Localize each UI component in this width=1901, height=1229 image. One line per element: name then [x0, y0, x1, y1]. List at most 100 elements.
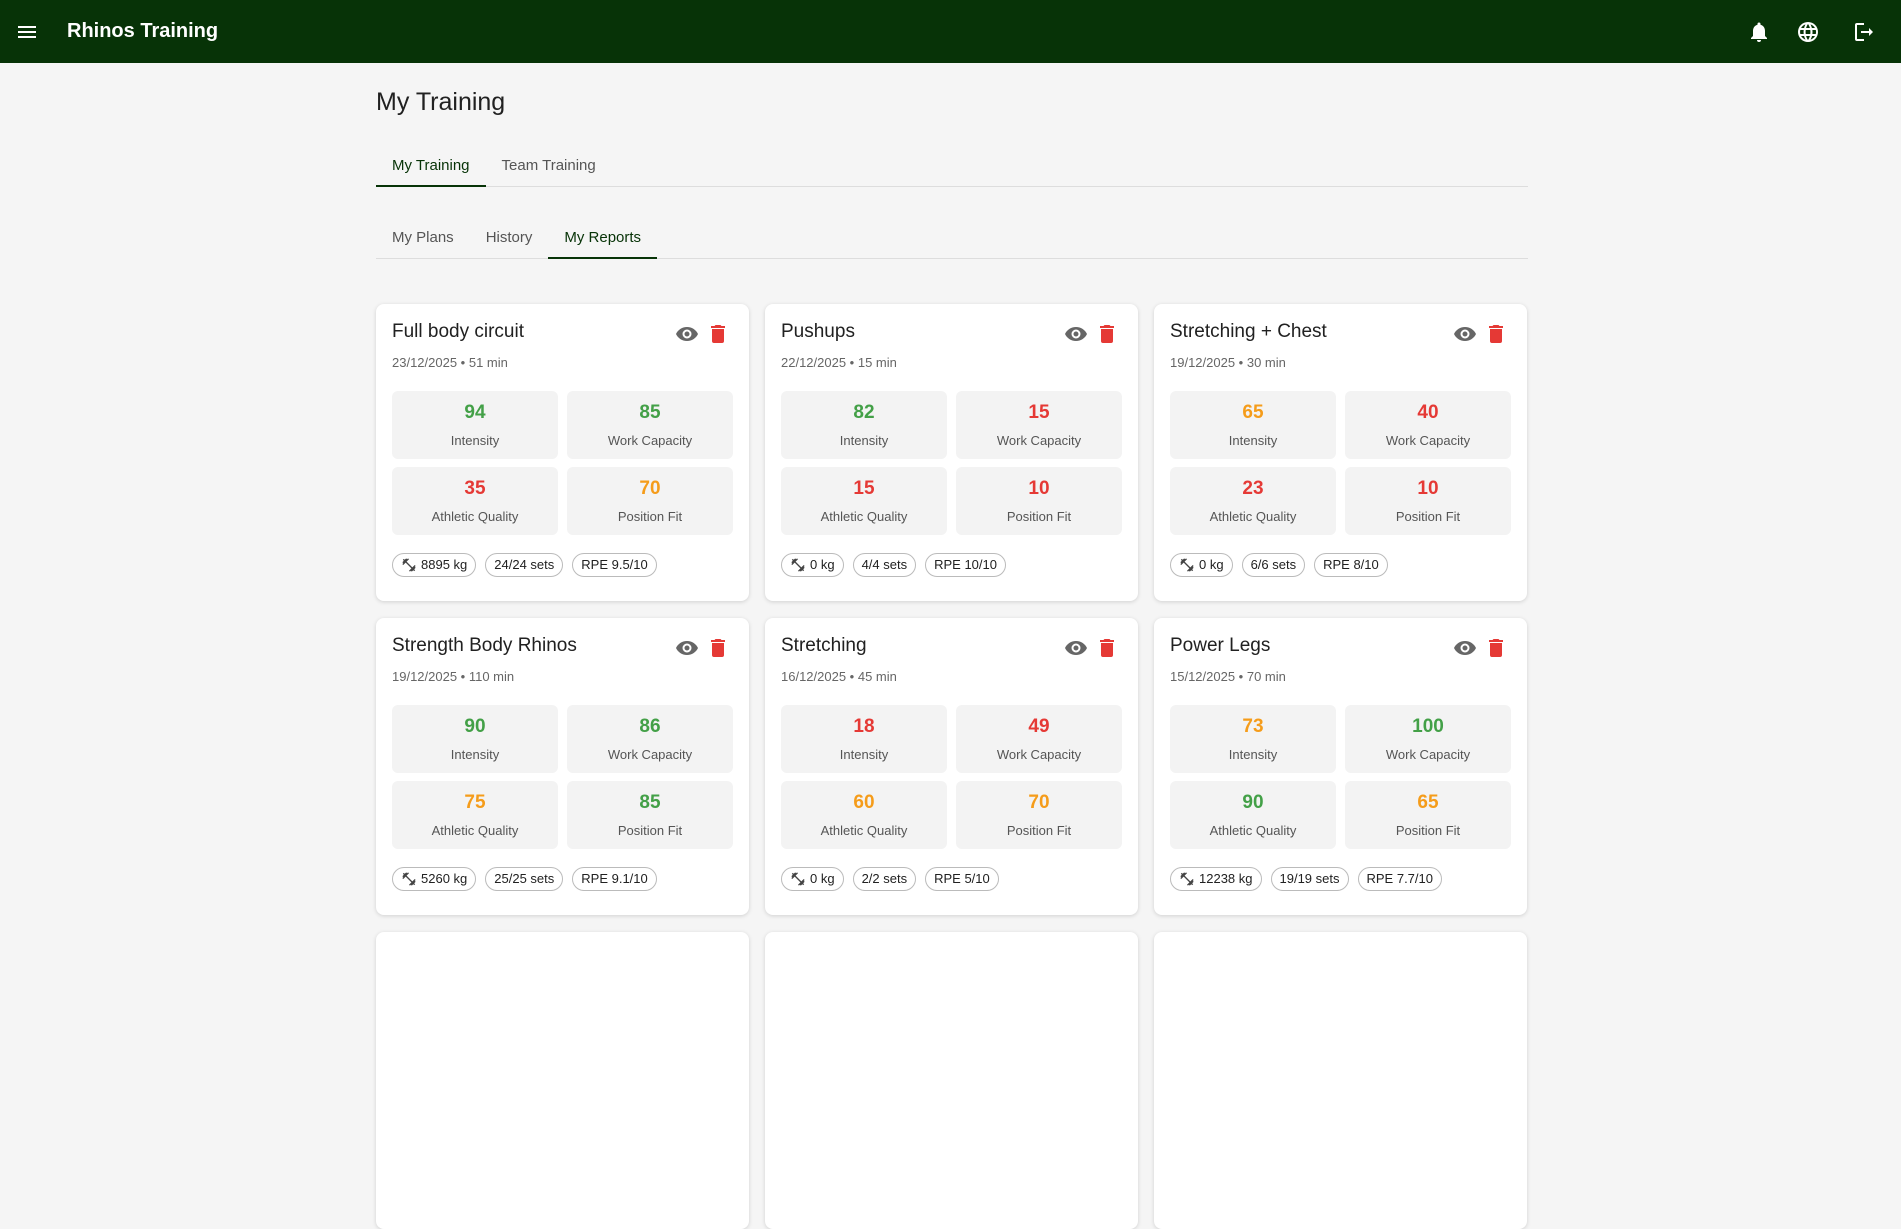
metric: 18 Intensity — [781, 705, 947, 773]
chip-text: RPE 7.7/10 — [1366, 871, 1434, 886]
metric-value: 35 — [464, 478, 486, 499]
card-meta: 19/12/2025 • 30 min — [1170, 355, 1286, 370]
chip: 2/2 sets — [852, 867, 917, 891]
delete-button[interactable] — [1095, 636, 1119, 660]
weight-icon — [1180, 872, 1194, 886]
metric: 65 Intensity — [1170, 391, 1336, 459]
subtab[interactable]: My Reports — [548, 218, 657, 259]
metric-value: 85 — [639, 792, 661, 813]
card-title: Strength Body Rhinos — [392, 635, 577, 656]
chip-text: 4/4 sets — [861, 557, 908, 572]
tab[interactable]: Team Training — [501, 157, 596, 174]
chip: 6/6 sets — [1241, 553, 1306, 577]
report-card: Strength Body Rhinos 19/12/2025 • 110 min… — [376, 618, 749, 915]
tab[interactable]: My Training — [376, 146, 486, 187]
card-meta: 16/12/2025 • 45 min — [781, 669, 897, 684]
card-meta: 15/12/2025 • 70 min — [1170, 669, 1286, 684]
app-bar: Rhinos Training — [0, 0, 1901, 63]
chip-text: 25/25 sets — [494, 871, 555, 886]
chip: RPE 8/10 — [1314, 553, 1388, 577]
metric: 100 Work Capacity — [1345, 705, 1511, 773]
metric-label: Work Capacity — [1385, 747, 1471, 762]
metric-value: 73 — [1242, 716, 1264, 737]
metrics: 73 Intensity 100 Work Capacity 90 Athletic Qu… — [1170, 705, 1511, 849]
notifications-button[interactable] — [1747, 20, 1771, 44]
chip: RPE 9.1/10 — [572, 867, 657, 891]
metric-label: Athletic Quality — [431, 509, 519, 524]
metrics: 18 Intensity 49 Work Capacity 60 Athletic Qua… — [781, 705, 1122, 849]
delete-button[interactable] — [706, 322, 730, 346]
view-button[interactable] — [675, 636, 699, 660]
chip: RPE 7.7/10 — [1357, 867, 1442, 891]
logout-button[interactable] — [1852, 20, 1876, 44]
metric: 15 Athletic Quality — [781, 467, 947, 535]
delete-button[interactable] — [706, 636, 730, 660]
card-meta: 19/12/2025 • 110 min — [392, 669, 515, 684]
report-card — [765, 932, 1138, 1229]
card-title: Stretching + Chest — [1170, 321, 1327, 342]
view-button[interactable] — [1453, 322, 1477, 346]
metric-label: Position Fit — [1006, 823, 1072, 838]
view-button[interactable] — [1064, 322, 1088, 346]
metric-label: Athletic Quality — [431, 823, 519, 838]
metric: 60 Athletic Quality — [781, 781, 947, 849]
chips: 0 kg 4/4 sets RPE 10/10 — [781, 553, 1006, 577]
language-button[interactable] — [1796, 20, 1820, 44]
card-meta: 22/12/2025 • 15 min — [781, 355, 897, 370]
metric: 65 Position Fit — [1345, 781, 1511, 849]
metric-label: Intensity — [839, 433, 889, 448]
chips: 0 kg 6/6 sets RPE 8/10 — [1170, 553, 1388, 577]
metric: 10 Position Fit — [1345, 467, 1511, 535]
metric: 10 Position Fit — [956, 467, 1122, 535]
delete-button[interactable] — [1484, 636, 1508, 660]
metric: 90 Athletic Quality — [1170, 781, 1336, 849]
metric: 82 Intensity — [781, 391, 947, 459]
metric: 73 Intensity — [1170, 705, 1336, 773]
view-button[interactable] — [675, 322, 699, 346]
chip-text: RPE 10/10 — [934, 557, 997, 572]
chip: 12238 kg — [1170, 867, 1262, 891]
chip-text: 2/2 sets — [861, 871, 908, 886]
weight-icon — [402, 872, 416, 886]
view-button[interactable] — [1064, 636, 1088, 660]
card-title: Full body circuit — [392, 321, 524, 342]
page: Rhinos Training {"header":{"title":"Rhin… — [0, 0, 1901, 915]
metric-label: Position Fit — [1006, 509, 1072, 524]
chips: 8895 kg 24/24 sets RPE 9.5/10 — [392, 553, 657, 577]
metric: 86 Work Capacity — [567, 705, 733, 773]
chip: 5260 kg — [392, 867, 477, 891]
metric-value: 90 — [464, 716, 486, 737]
metric-value: 85 — [639, 402, 661, 423]
metric: 35 Athletic Quality — [392, 467, 558, 535]
metric-value: 65 — [1417, 792, 1439, 813]
view-button[interactable] — [1453, 636, 1477, 660]
body: Rhinos Training My Training My Training T… — [0, 0, 1901, 915]
report-card: Stretching 16/12/2025 • 45 min 18 Intensity… — [765, 618, 1138, 915]
delete-button[interactable] — [1095, 322, 1119, 346]
delete-button[interactable] — [1484, 322, 1508, 346]
report-card: Full body circuit 23/12/2025 • 51 min 94 In… — [376, 304, 749, 601]
subtab[interactable]: My Plans — [392, 229, 454, 246]
metric-label: Position Fit — [1395, 509, 1461, 524]
metric-label: Athletic Quality — [820, 823, 908, 838]
chip-text: RPE 5/10 — [934, 871, 990, 886]
report-card — [1154, 932, 1527, 1229]
chip: RPE 5/10 — [925, 867, 999, 891]
metric: 49 Work Capacity — [956, 705, 1122, 773]
chip-text: RPE 8/10 — [1323, 557, 1379, 572]
chip: RPE 10/10 — [925, 553, 1006, 577]
metric: 75 Athletic Quality — [392, 781, 558, 849]
metric: 23 Athletic Quality — [1170, 467, 1336, 535]
chip-text: 6/6 sets — [1250, 557, 1297, 572]
metric-label: Athletic Quality — [820, 509, 908, 524]
chip: 25/25 sets — [485, 867, 564, 891]
card-title: Power Legs — [1170, 635, 1271, 656]
chip-text: 0 kg — [810, 557, 835, 572]
metrics: 65 Intensity 40 Work Capacity 23 Athletic Qua… — [1170, 391, 1511, 535]
subtab[interactable]: History — [485, 229, 533, 246]
metric-label: Intensity — [1228, 433, 1278, 448]
metric: 40 Work Capacity — [1345, 391, 1511, 459]
menu-button[interactable] — [15, 20, 39, 44]
metrics: 90 Intensity 86 Work Capacity 75 Athletic Qua… — [392, 705, 733, 849]
weight-icon — [402, 558, 416, 572]
